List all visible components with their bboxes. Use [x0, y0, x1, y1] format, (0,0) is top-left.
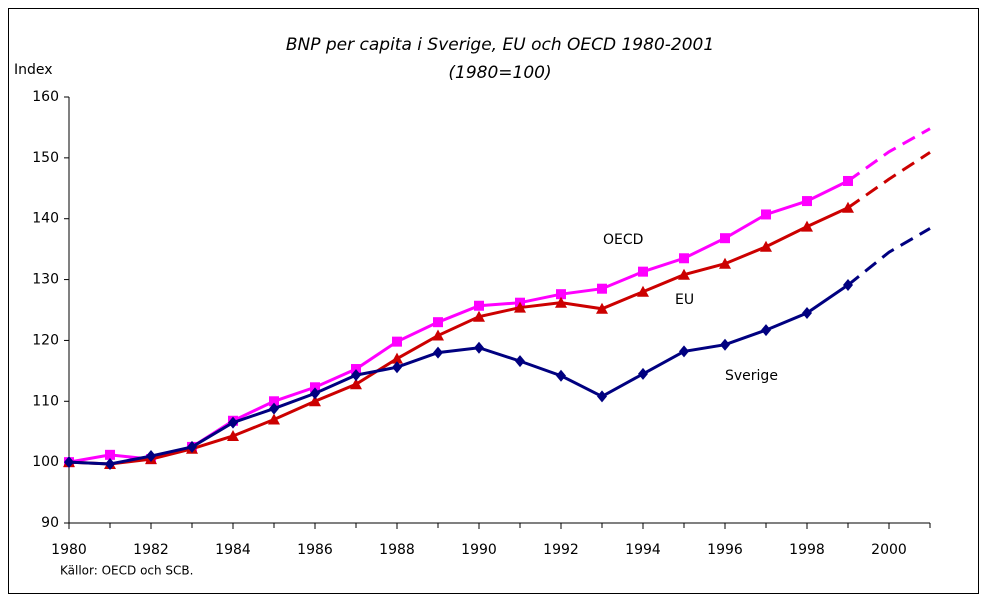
series-label: EU [675, 292, 694, 308]
point-marker [678, 268, 690, 280]
point-marker [64, 456, 74, 469]
point-marker [720, 233, 730, 244]
x-tick-label: 1996 [707, 542, 743, 558]
point-marker [679, 345, 689, 358]
chart-frame [8, 8, 979, 594]
x-tick-label: 1980 [51, 542, 87, 558]
series-label: OECD [603, 232, 643, 248]
x-tick-label: 2000 [871, 542, 907, 558]
point-marker [597, 283, 607, 294]
point-marker [679, 253, 689, 264]
point-marker [802, 307, 812, 320]
y-tick-label: 110 [32, 393, 59, 409]
point-marker [187, 440, 197, 453]
point-marker [351, 369, 361, 382]
point-marker [474, 341, 484, 354]
point-marker [146, 450, 156, 463]
series-line-projected [847, 127, 931, 183]
point-marker [720, 338, 730, 351]
x-tick-label: 1982 [133, 542, 169, 558]
x-tick-label: 1994 [625, 542, 661, 558]
point-marker [474, 300, 484, 311]
y-tick-label: 150 [32, 150, 59, 166]
point-marker [269, 396, 279, 407]
point-marker [269, 402, 279, 415]
point-marker [473, 310, 485, 322]
x-tick-label: 1984 [215, 542, 251, 558]
chart-subtitle: (1980=100) [448, 63, 551, 83]
point-marker [105, 457, 115, 470]
y-axis-label: Index [14, 62, 53, 78]
point-marker [843, 279, 853, 292]
point-marker [802, 196, 812, 207]
point-marker [514, 301, 526, 313]
point-marker [843, 175, 853, 186]
point-marker [596, 302, 608, 314]
series-line-projected [847, 151, 931, 209]
chart-title: BNP per capita i Sverige, EU och OECD 19… [286, 35, 714, 55]
point-marker [309, 395, 321, 407]
source-note: Källor: OECD och SCB. [60, 564, 193, 578]
point-marker [351, 364, 361, 375]
point-marker [391, 352, 403, 364]
x-tick-label: 1998 [789, 542, 825, 558]
point-marker [392, 361, 402, 374]
point-marker [310, 382, 320, 393]
y-tick-label: 130 [32, 272, 59, 288]
point-marker [638, 266, 648, 277]
point-marker [310, 387, 320, 400]
y-tick-label: 100 [32, 454, 59, 470]
x-tick-label: 1986 [297, 542, 333, 558]
point-marker [227, 429, 239, 441]
point-marker [556, 369, 566, 382]
x-tick-label: 1992 [543, 542, 579, 558]
point-marker [105, 449, 115, 460]
x-tick-label: 1990 [461, 542, 497, 558]
point-marker [515, 355, 525, 368]
point-marker [432, 329, 444, 341]
point-marker [760, 240, 772, 252]
series-line-projected [847, 227, 931, 287]
point-marker [637, 285, 649, 297]
point-marker [268, 413, 280, 425]
point-marker [433, 317, 443, 328]
point-marker [555, 296, 567, 308]
point-marker [350, 378, 362, 390]
y-tick-label: 120 [32, 332, 59, 348]
series-line [68, 206, 849, 466]
point-marker [719, 257, 731, 269]
point-marker [597, 390, 607, 403]
y-tick-label: 160 [32, 89, 59, 105]
point-marker [801, 220, 813, 232]
point-marker [556, 289, 566, 300]
point-marker [638, 367, 648, 380]
point-marker [228, 416, 238, 429]
series-line [68, 283, 849, 466]
point-marker [761, 209, 771, 220]
point-marker [761, 324, 771, 337]
x-tick-label: 1988 [379, 542, 415, 558]
point-marker [842, 201, 854, 213]
point-marker [433, 346, 443, 359]
y-tick-label: 90 [41, 515, 59, 531]
series-label: Sverige [725, 368, 778, 384]
point-marker [392, 336, 402, 347]
y-tick-label: 140 [32, 211, 59, 227]
